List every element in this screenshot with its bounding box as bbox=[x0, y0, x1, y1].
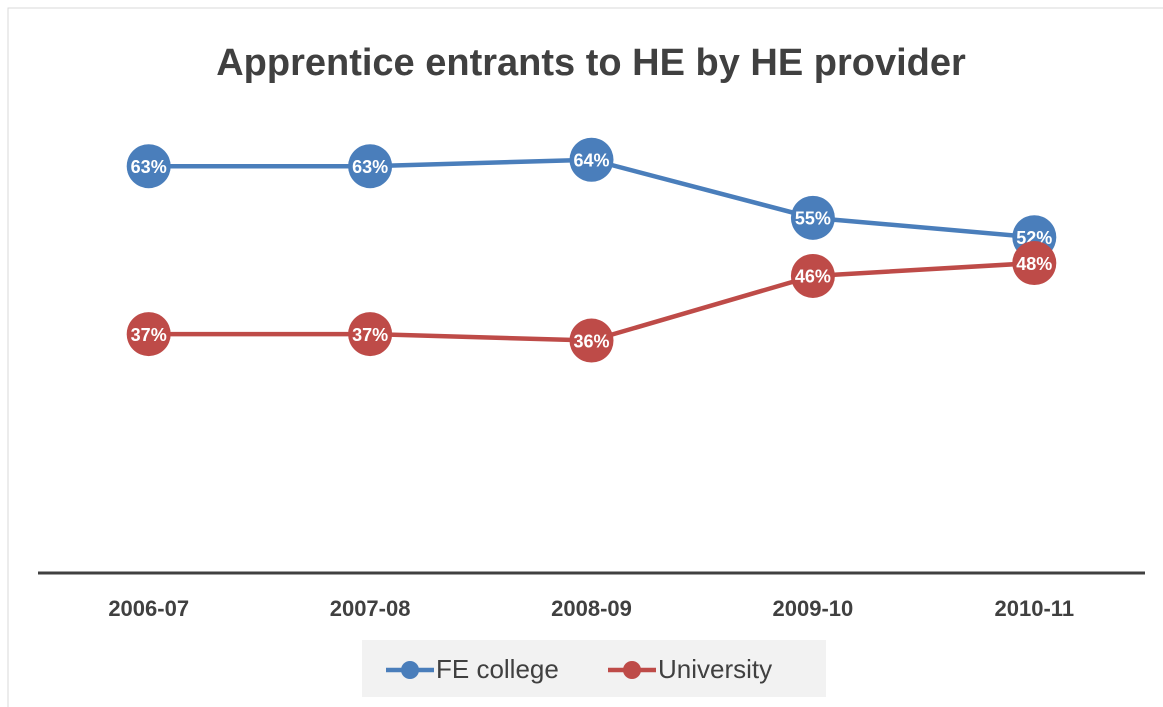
x-tick-label: 2010-11 bbox=[995, 596, 1075, 621]
marker bbox=[1012, 241, 1057, 286]
marker bbox=[126, 144, 171, 189]
marker bbox=[790, 253, 835, 298]
chart-title: Apprentice entrants to HE by HE provider bbox=[216, 42, 966, 84]
x-tick-label: 2006-07 bbox=[108, 596, 189, 621]
data-label: 63% bbox=[131, 157, 167, 177]
legend-label: FE college bbox=[436, 654, 559, 684]
data-label: 48% bbox=[1016, 254, 1052, 274]
marker bbox=[569, 137, 614, 182]
data-label: 64% bbox=[573, 150, 609, 170]
legend-label: University bbox=[658, 654, 772, 684]
data-label: 37% bbox=[352, 325, 388, 345]
data-label: 36% bbox=[573, 331, 609, 351]
data-label: 46% bbox=[795, 267, 831, 287]
marker bbox=[348, 144, 393, 189]
marker bbox=[348, 312, 393, 357]
x-tick-label: 2009-10 bbox=[773, 596, 854, 621]
marker bbox=[126, 312, 171, 357]
legend-marker bbox=[623, 661, 641, 679]
x-tick-label: 2007-08 bbox=[330, 596, 411, 621]
data-label: 63% bbox=[352, 157, 388, 177]
legend-box bbox=[362, 640, 826, 697]
data-label: 52% bbox=[1016, 228, 1052, 248]
marker bbox=[790, 195, 835, 240]
data-label: 37% bbox=[131, 325, 167, 345]
marker bbox=[569, 318, 614, 363]
data-label: 55% bbox=[795, 209, 831, 229]
legend-marker bbox=[401, 661, 419, 679]
x-tick-label: 2008-09 bbox=[551, 596, 632, 621]
